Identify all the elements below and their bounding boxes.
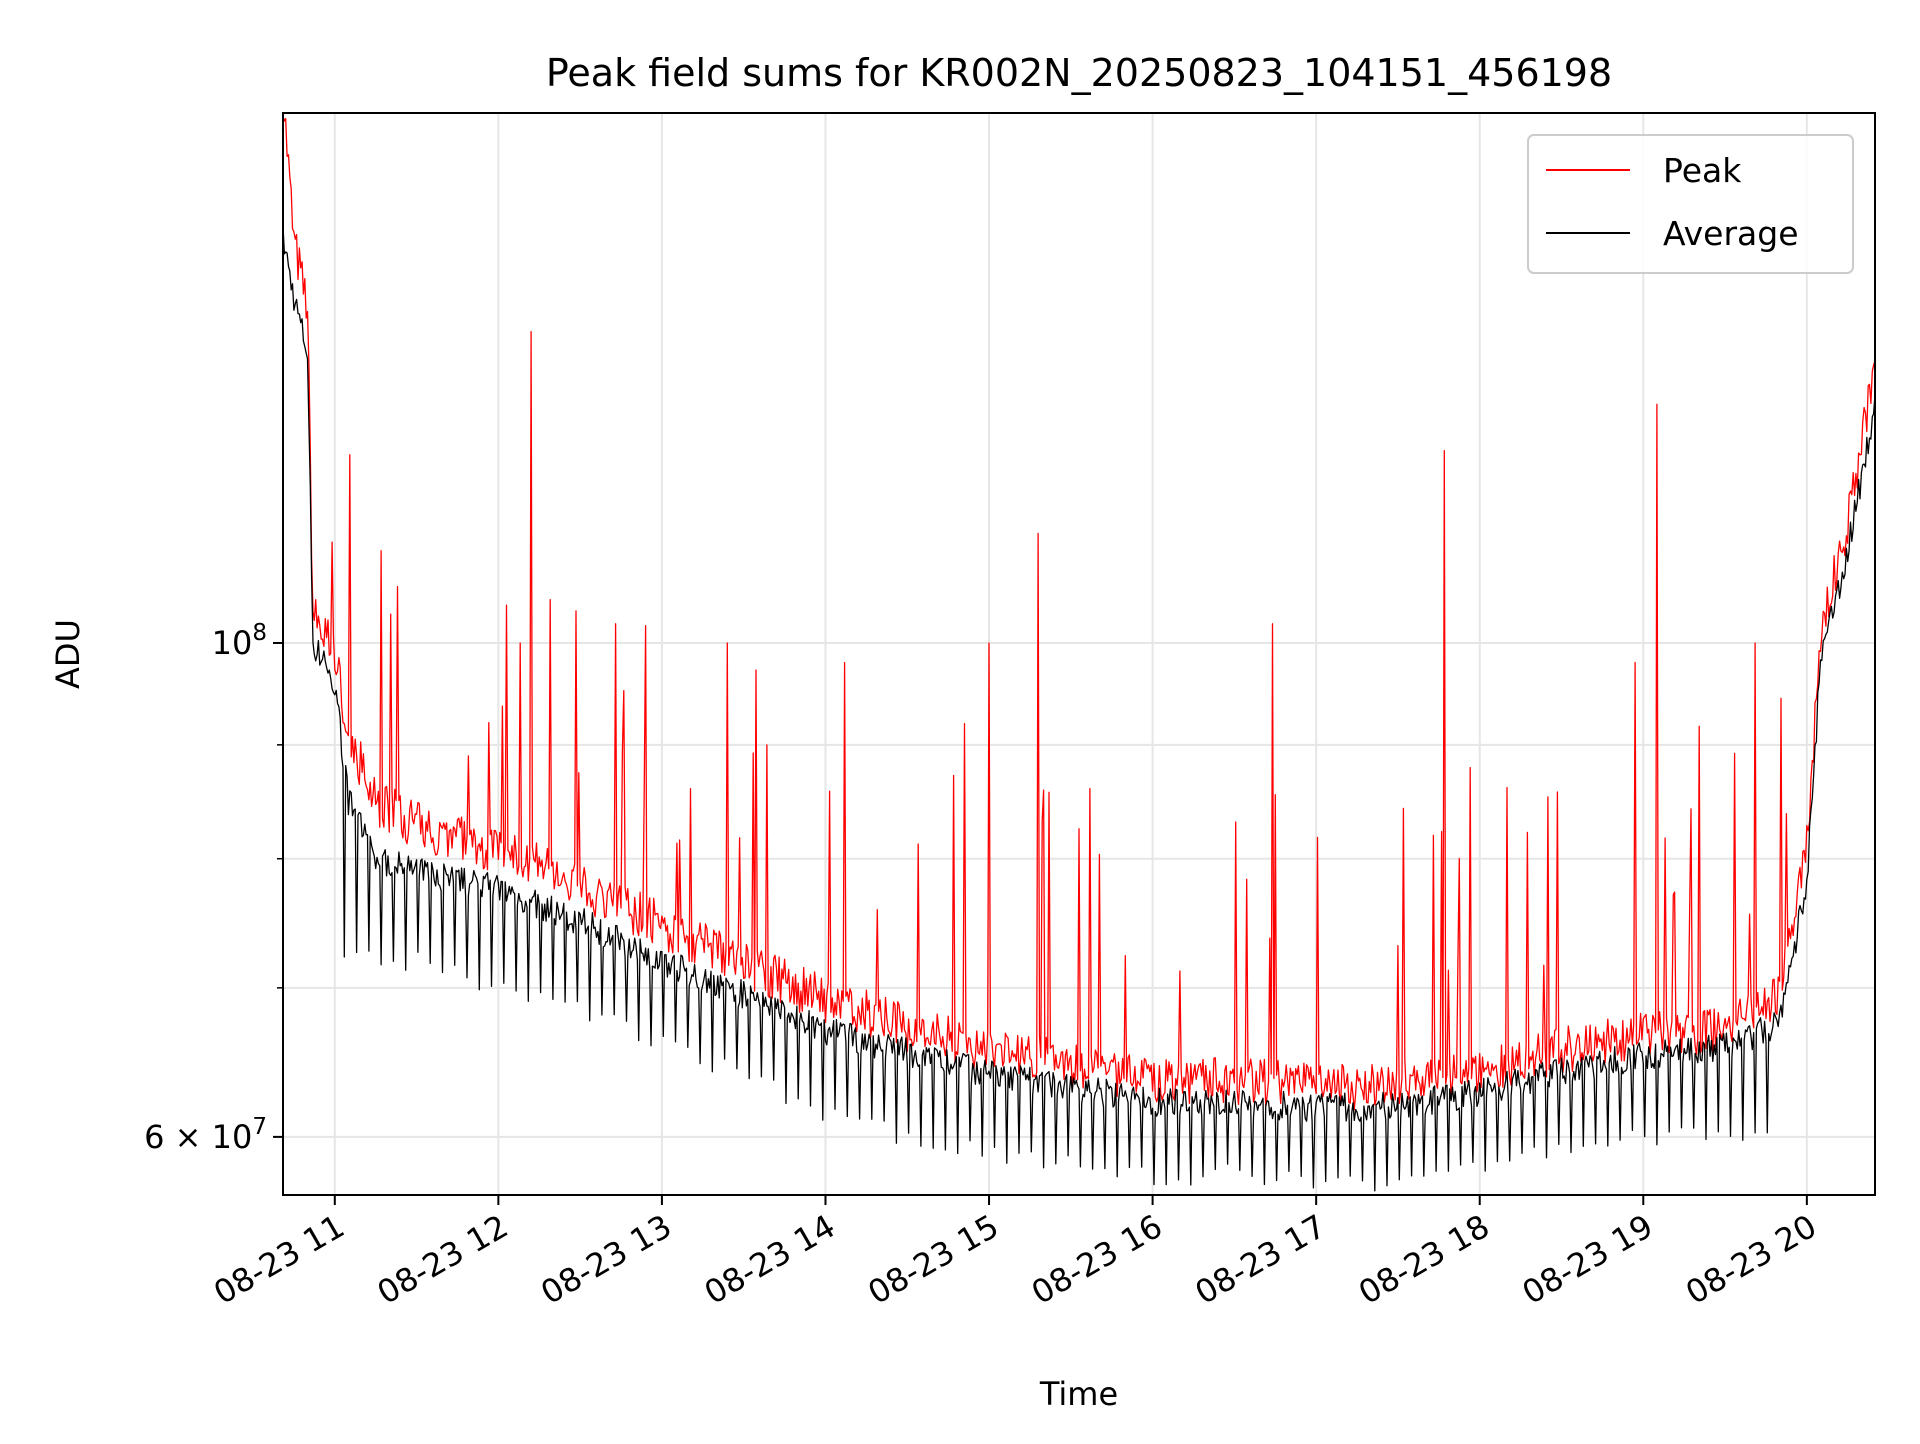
legend-label-average: Average: [1663, 214, 1799, 253]
plot-frame: [282, 112, 1876, 1196]
series-line-average: [283, 225, 1875, 1192]
y-axis-ticks: 6 × 107 108: [144, 620, 283, 1156]
grid: [283, 113, 1875, 1195]
legend: Peak Average: [1527, 134, 1854, 274]
series-group: [283, 116, 1875, 1192]
chart-title: Peak field sums for KR002N_20250823_1041…: [546, 51, 1612, 95]
series-line-peak: [283, 116, 1875, 1111]
x-axis-label: Time: [1039, 1375, 1118, 1413]
y-axis-label: ADU: [49, 619, 87, 689]
y-tick-label: 108: [212, 620, 267, 662]
y-tick-label: 6 × 107: [144, 1114, 267, 1156]
legend-label-peak: Peak: [1663, 151, 1742, 190]
